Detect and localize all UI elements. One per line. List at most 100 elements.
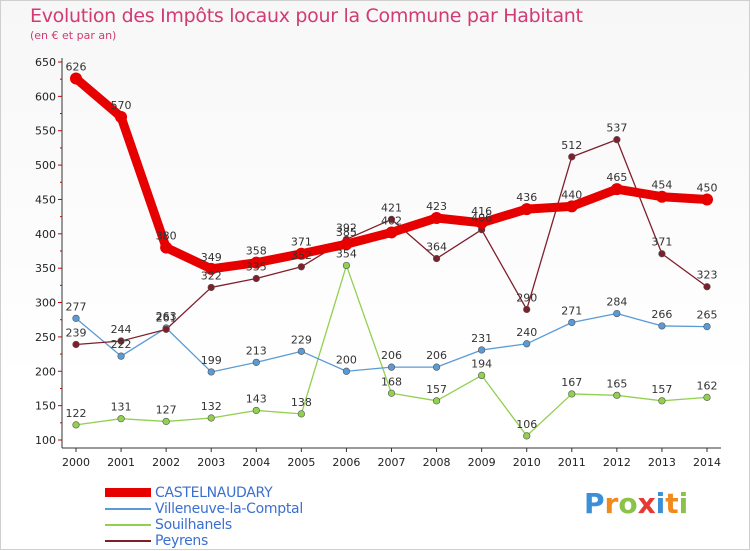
data-point [565, 200, 578, 213]
data-point [655, 190, 668, 203]
data-label: 229 [291, 333, 312, 346]
data-label: 167 [561, 376, 582, 389]
x-tick-label: 2001 [107, 456, 135, 469]
x-tick-label: 2014 [693, 456, 721, 469]
x-tick-label: 2000 [62, 456, 90, 469]
data-label: 206 [381, 349, 402, 362]
data-label: 284 [606, 296, 627, 309]
data-label: 364 [426, 241, 447, 254]
data-point [613, 136, 621, 144]
data-point [72, 314, 80, 322]
x-tick-label: 2007 [378, 456, 406, 469]
data-point [72, 421, 80, 429]
data-point [207, 283, 215, 292]
data-point [205, 262, 218, 275]
data-point [115, 110, 128, 123]
data-label: 244 [111, 323, 132, 336]
data-point [568, 153, 576, 161]
logo-letter: i [678, 487, 689, 520]
data-label: 440 [561, 188, 582, 201]
data-label: 157 [651, 383, 672, 396]
legend-label-castelnaudary: CASTELNAUDARY [155, 485, 273, 501]
data-point [340, 238, 353, 251]
y-tick-label: 300 [35, 297, 56, 310]
data-point [613, 309, 621, 318]
legend-label-souilhanels: Souilhanels [155, 517, 232, 533]
data-label: 290 [516, 291, 537, 304]
data-label: 322 [201, 269, 222, 282]
data-point [297, 347, 305, 355]
y-tick-label: 550 [35, 125, 56, 138]
y-tick-label: 200 [35, 365, 56, 378]
data-point [207, 368, 215, 376]
data-label: 265 [697, 309, 718, 322]
data-label: 199 [201, 354, 222, 367]
legend-swatch-castelnaudary [105, 488, 151, 497]
y-tick-label: 500 [35, 159, 56, 172]
data-point [387, 389, 396, 397]
data-label: 421 [381, 201, 402, 214]
data-point [70, 72, 82, 85]
data-label: 240 [516, 326, 537, 339]
data-label: 231 [471, 332, 492, 345]
data-label: 358 [246, 245, 267, 258]
data-point [520, 203, 533, 216]
data-label: 371 [291, 236, 312, 249]
data-label: 406 [471, 212, 492, 225]
data-point [658, 322, 666, 330]
data-label: 454 [651, 179, 672, 192]
data-point [523, 305, 531, 314]
y-tick-label: 450 [35, 193, 56, 206]
x-tick-label: 2005 [287, 456, 315, 469]
data-label: 380 [156, 230, 177, 243]
data-label: 385 [336, 226, 357, 239]
data-point [207, 414, 215, 422]
data-point [568, 318, 576, 327]
legend-swatch-villeneuve [105, 508, 151, 510]
legend-swatch-peyrens [105, 540, 151, 542]
y-tick-label: 250 [35, 331, 56, 344]
data-point [117, 337, 125, 345]
data-point [432, 397, 441, 405]
data-label: 132 [201, 400, 222, 413]
x-tick-label: 2011 [558, 456, 586, 469]
data-label: 371 [651, 236, 672, 249]
data-label: 323 [697, 269, 718, 282]
logo-letter: P [584, 487, 605, 520]
data-label: 392 [336, 221, 357, 234]
data-label: 206 [426, 349, 447, 362]
data-point [703, 283, 711, 291]
data-point [701, 193, 713, 206]
data-label: 626 [66, 60, 87, 73]
data-point [117, 352, 125, 360]
data-label: 122 [66, 407, 87, 420]
data-label: 416 [471, 205, 492, 218]
x-tick-label: 2003 [197, 456, 225, 469]
data-point [117, 415, 125, 423]
legend-label-peyrens: Peyrens [155, 533, 208, 549]
chart-title: Evolution des Impôts locaux pour la Comm… [30, 5, 583, 27]
data-point [430, 212, 443, 225]
data-point [432, 254, 441, 263]
data-point [658, 397, 666, 405]
data-point [252, 274, 260, 283]
y-tick-label: 150 [35, 400, 56, 413]
data-label: 239 [66, 326, 87, 339]
x-tick-label: 2012 [603, 456, 631, 469]
data-point [610, 183, 623, 196]
data-label: 436 [516, 191, 537, 204]
data-label: 200 [336, 353, 357, 366]
chart-axes: 100 150 200 250 300 350 400 450 500 550 600 650 2000… [35, 56, 721, 469]
y-tick-label: 650 [35, 56, 56, 69]
data-label: 465 [606, 171, 627, 184]
data-point [160, 241, 173, 254]
data-point [475, 216, 488, 229]
x-tick-label: 2010 [513, 456, 541, 469]
data-point [252, 406, 260, 415]
data-point [387, 215, 396, 223]
x-tick-label: 2009 [468, 456, 496, 469]
data-label: 402 [381, 214, 402, 227]
y-tick-label: 100 [35, 434, 56, 447]
data-label: 354 [336, 247, 357, 260]
